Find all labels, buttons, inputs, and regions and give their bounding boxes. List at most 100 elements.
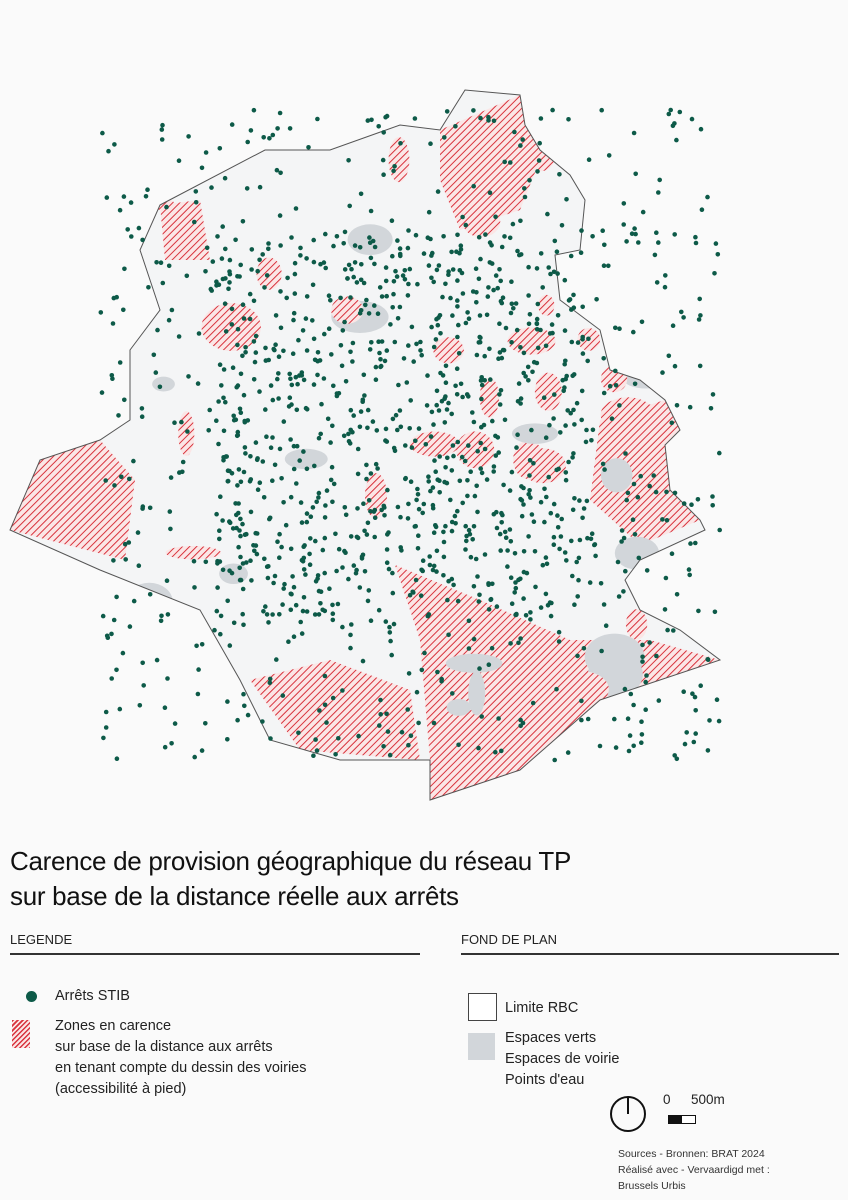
stib-stop — [653, 489, 659, 495]
stib-stop — [431, 279, 437, 285]
stib-stop — [571, 451, 576, 456]
stib-stop — [240, 302, 246, 308]
deficiency-zone — [165, 546, 221, 560]
stib-stop — [450, 267, 456, 272]
stib-stop — [500, 295, 506, 301]
stib-stop — [366, 311, 372, 316]
stib-stop — [542, 486, 547, 492]
green-space — [446, 699, 472, 716]
deficiency-zone — [507, 327, 556, 355]
stib-stop — [389, 218, 395, 223]
stib-stop — [288, 494, 294, 500]
stib-stop — [640, 209, 646, 215]
stib-stop — [215, 234, 220, 239]
stib-stop — [241, 691, 246, 697]
stib-stop — [593, 553, 598, 559]
stib-stop — [395, 316, 401, 321]
stib-stop — [324, 488, 330, 493]
stib-stop — [555, 313, 561, 318]
stib-stop — [486, 118, 491, 123]
stib-stop — [238, 262, 243, 268]
stib-stop — [413, 438, 418, 444]
stib-stop — [351, 274, 357, 280]
stib-stop — [242, 532, 248, 537]
stib-stop — [597, 743, 603, 749]
stib-stop — [391, 279, 397, 284]
stib-stop — [426, 474, 431, 480]
stib-stop — [240, 219, 246, 224]
stib-stop — [538, 251, 544, 256]
stib-stop — [364, 476, 369, 482]
stib-stop — [482, 446, 488, 452]
stib-stop — [280, 693, 286, 698]
stib-stop — [493, 749, 498, 755]
stib-stop — [692, 694, 698, 700]
stib-stop — [338, 343, 344, 348]
stib-stop — [242, 445, 248, 450]
stib-stop — [471, 419, 477, 425]
stib-stop — [221, 367, 227, 372]
stib-stop — [508, 575, 514, 580]
stib-stop — [466, 618, 472, 624]
stib-stop — [590, 234, 595, 239]
stib-stop — [347, 203, 353, 209]
stib-stop — [251, 298, 257, 304]
stib-stop — [295, 381, 300, 387]
stib-stop — [455, 232, 460, 238]
stib-stop — [160, 280, 166, 286]
stib-stop — [450, 443, 456, 448]
stib-stop — [227, 520, 233, 526]
stib-stop — [434, 569, 439, 574]
stib-stop — [260, 252, 266, 257]
scale-zero: 0 — [663, 1092, 671, 1107]
stib-stop — [463, 320, 469, 326]
stib-stop — [476, 340, 482, 345]
stib-stop — [441, 234, 446, 239]
stib-stop — [314, 499, 320, 505]
stib-stop — [349, 266, 354, 272]
stib-stop — [526, 264, 531, 270]
stib-stop — [270, 397, 276, 403]
stib-stop — [341, 433, 347, 439]
stib-stop — [278, 289, 283, 294]
stib-stop — [315, 372, 320, 378]
stib-stop — [491, 287, 496, 293]
stib-stop — [566, 459, 571, 465]
stib-stop — [404, 380, 410, 385]
stib-stop — [451, 582, 456, 588]
stib-stop — [247, 291, 253, 297]
stib-stop — [408, 733, 414, 738]
scale-bar — [668, 1115, 696, 1124]
stib-stop — [279, 476, 284, 481]
stib-stop — [229, 306, 235, 312]
stib-stop — [214, 511, 219, 517]
stib-stop — [383, 278, 389, 284]
stib-stop — [354, 567, 359, 573]
stib-stop — [313, 579, 319, 584]
stib-stop — [493, 214, 498, 220]
stib-stop — [697, 363, 703, 369]
stib-stop — [220, 224, 225, 229]
stib-stop — [519, 498, 525, 503]
stib-stop — [435, 669, 440, 675]
stib-stop — [320, 607, 326, 613]
stib-stop — [283, 522, 289, 528]
stib-stop — [406, 281, 411, 287]
stib-stop — [216, 399, 221, 404]
stib-stop — [164, 578, 170, 583]
stib-stop — [513, 585, 519, 591]
stib-stop — [487, 260, 493, 265]
stib-stop — [235, 717, 240, 723]
map — [9, 89, 722, 801]
stib-stop — [207, 407, 212, 413]
stib-stop — [592, 542, 598, 547]
stib-stop — [425, 373, 430, 378]
stib-stop — [440, 373, 446, 378]
stib-stop — [338, 295, 343, 301]
stib-stop — [316, 588, 322, 594]
stib-stop — [384, 348, 390, 353]
stib-stop — [444, 407, 450, 412]
stib-stop — [585, 716, 591, 722]
stib-stop — [448, 497, 453, 503]
deficiency-zone — [364, 473, 388, 519]
